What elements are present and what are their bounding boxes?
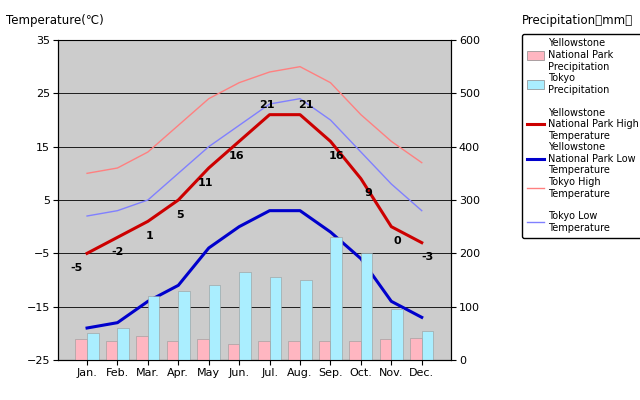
Text: 9: 9: [365, 188, 372, 198]
Bar: [410, 338, 422, 360]
Bar: [228, 344, 239, 360]
Legend: Yellowstone
National Park
Precipitation, Tokyo
Precipitation, , Yellowstone
Nati: Yellowstone National Park Precipitation,…: [522, 34, 640, 238]
Bar: [197, 339, 209, 360]
Text: 21: 21: [298, 100, 314, 110]
Text: 16: 16: [228, 151, 244, 161]
Bar: [179, 291, 190, 360]
Text: Temperature(℃): Temperature(℃): [6, 14, 104, 27]
Bar: [239, 272, 251, 360]
Bar: [330, 237, 342, 360]
Bar: [148, 296, 159, 360]
Text: 11: 11: [198, 178, 214, 188]
Bar: [319, 341, 330, 360]
Bar: [136, 336, 148, 360]
Bar: [422, 331, 433, 360]
Text: -3: -3: [422, 252, 434, 262]
Text: -2: -2: [111, 247, 124, 257]
Bar: [300, 280, 312, 360]
Bar: [209, 285, 220, 360]
Bar: [391, 309, 403, 360]
Bar: [106, 341, 118, 360]
Bar: [289, 341, 300, 360]
Text: 5: 5: [176, 210, 184, 220]
Bar: [258, 341, 269, 360]
Text: 16: 16: [329, 151, 344, 161]
Bar: [76, 339, 87, 360]
Bar: [349, 341, 361, 360]
Bar: [118, 328, 129, 360]
Text: -5: -5: [70, 263, 83, 273]
Text: 1: 1: [145, 231, 154, 241]
Bar: [361, 253, 372, 360]
Bar: [269, 277, 281, 360]
Text: 0: 0: [394, 236, 401, 246]
Bar: [167, 341, 179, 360]
Text: 21: 21: [259, 100, 275, 110]
Bar: [87, 333, 99, 360]
Text: Precipitation（mm）: Precipitation（mm）: [522, 14, 633, 27]
Bar: [380, 339, 391, 360]
